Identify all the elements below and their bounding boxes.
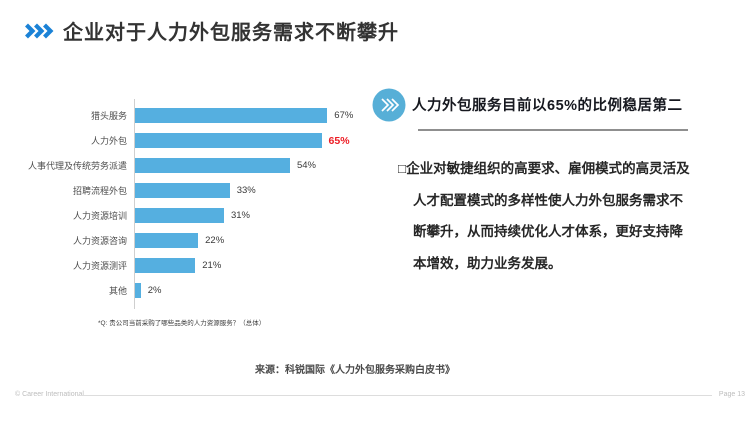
bar xyxy=(135,108,328,123)
chart-row: 人力外包 65% xyxy=(0,128,370,153)
bar xyxy=(135,158,290,173)
footer-divider xyxy=(78,395,712,396)
category-label: 人力外包 xyxy=(90,136,127,146)
bar xyxy=(135,133,322,148)
value-label: 54% xyxy=(296,160,316,171)
footer-copyright: © Career International xyxy=(15,391,84,398)
category-label: 其他 xyxy=(108,286,127,296)
bar xyxy=(135,183,230,198)
category-label: 人力资源咨询 xyxy=(72,236,127,246)
source-citation: 来源：科锐国际《人力外包服务采购白皮书》 xyxy=(255,365,455,376)
bar-zone: 21% xyxy=(135,258,221,273)
value-label: 31% xyxy=(230,210,250,221)
value-label: 2% xyxy=(147,285,162,296)
value-label: 67% xyxy=(334,110,354,121)
value-label: 33% xyxy=(236,185,256,196)
chart-row: 人力资源测评 21% xyxy=(0,253,370,278)
bar-zone: 54% xyxy=(135,158,316,173)
value-label: 22% xyxy=(205,235,225,246)
panel-body-paragraph: 企业对敏捷组织的高要求、雇佣模式的高灵活及人才配置模式的多样性使人力外包服务需求… xyxy=(406,161,690,271)
triple-chevron-icon xyxy=(25,23,54,38)
bar-zone: 22% xyxy=(135,233,224,248)
chart-row: 猎头服务 67% xyxy=(0,103,370,128)
footer-page-number: Page 13 xyxy=(718,391,745,398)
double-chevron-circle-icon xyxy=(372,88,406,122)
bar xyxy=(135,258,196,273)
bar-zone: 65% xyxy=(135,133,350,148)
category-label: 人事代理及传统劳务派遣 xyxy=(27,161,127,171)
bar-zone: 31% xyxy=(135,208,250,223)
chart-footnote: *Q: 贵公司当前采购了哪些品类的人力资源服务？（总体） xyxy=(98,320,266,327)
bar-chart-rows: 猎头服务 67% 人力外包 65% 人事代理及传统劳务派遣 54% 招聘流程外包 33% 人力资… xyxy=(0,103,370,303)
value-label: 65% xyxy=(328,134,350,147)
chart-row: 其他 2% xyxy=(0,278,370,303)
square-bullet-icon: □ xyxy=(398,161,407,176)
bar xyxy=(135,283,141,298)
bar xyxy=(135,233,199,248)
bar-zone: 2% xyxy=(135,283,161,298)
category-label: 人力资源测评 xyxy=(72,261,127,271)
bar xyxy=(135,208,224,223)
bar-zone: 33% xyxy=(135,183,256,198)
category-label: 招聘流程外包 xyxy=(72,186,127,196)
panel-divider xyxy=(418,129,688,131)
value-label: 21% xyxy=(202,260,222,271)
chart-row: 人事代理及传统劳务派遣 54% xyxy=(0,153,370,178)
category-label: 猎头服务 xyxy=(90,111,127,121)
bar-zone: 67% xyxy=(135,108,353,123)
panel-body-text: □企业对敏捷组织的高要求、雇佣模式的高灵活及人才配置模式的多样性使人力外包服务需… xyxy=(398,153,696,279)
bar-chart: 猎头服务 67% 人力外包 65% 人事代理及传统劳务派遣 54% 招聘流程外包 33% 人力资… xyxy=(0,99,370,309)
chart-row: 人力资源咨询 22% xyxy=(0,228,370,253)
chart-row: 人力资源培训 31% xyxy=(0,203,370,228)
slide-header: 企业对于人力外包服务需求不断攀升 xyxy=(24,16,399,45)
chart-axis-line xyxy=(134,99,135,309)
page-title: 企业对于人力外包服务需求不断攀升 xyxy=(63,22,399,44)
category-label: 人力资源培训 xyxy=(72,211,127,221)
chart-row: 招聘流程外包 33% xyxy=(0,178,370,203)
panel-heading: 人力外包服务目前以65%的比例稳居第二 xyxy=(412,98,683,114)
